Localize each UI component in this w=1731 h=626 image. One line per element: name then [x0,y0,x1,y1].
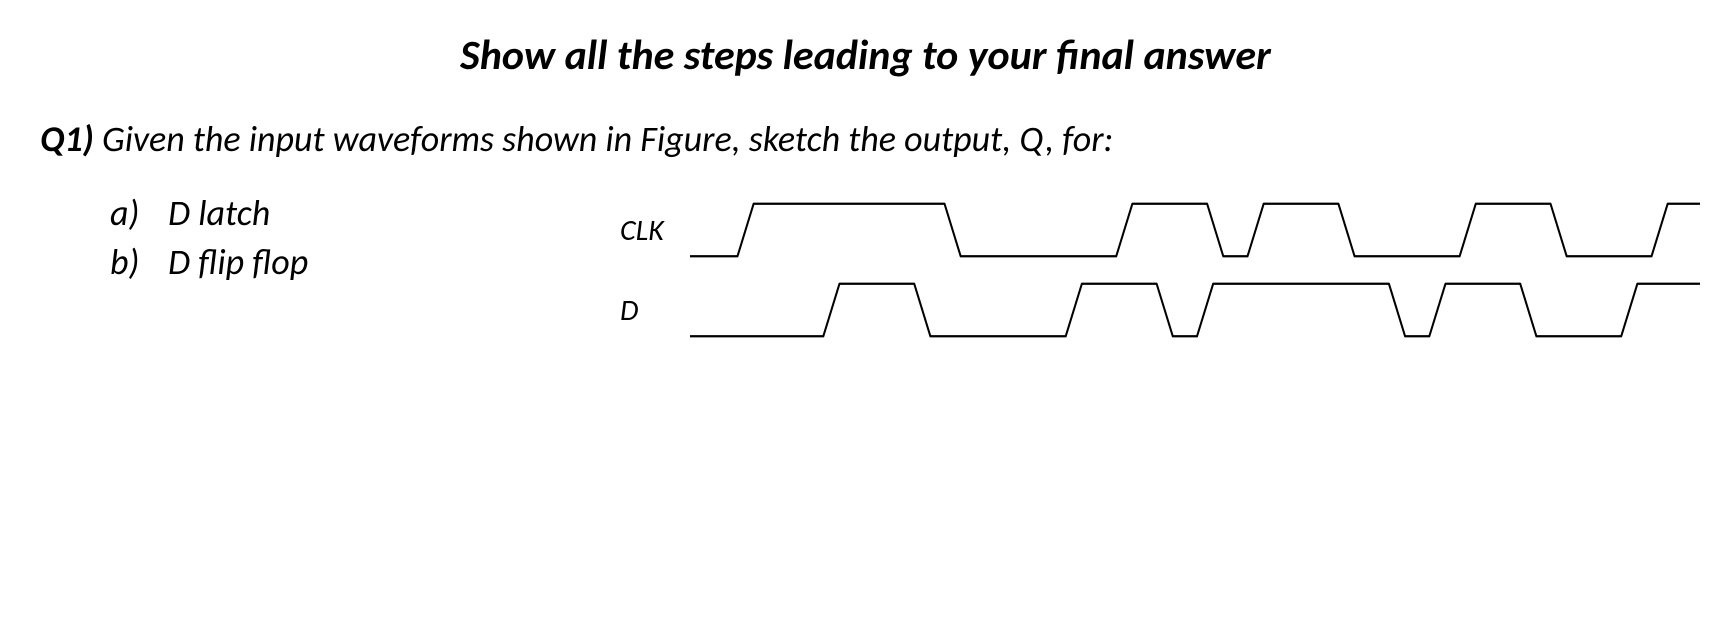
question-line: Q1) Given the input waveforms shown in F… [40,117,1691,161]
signal-waveform-d [690,270,1700,350]
option-a-text: D latch [168,189,270,238]
question-label: Q1) [40,117,94,161]
signal-row-clk: CLK [620,190,1700,270]
option-a-letter: a) [110,189,150,238]
page-title: Show all the steps leading to your final… [40,30,1691,81]
option-b-text: D flip flop [168,238,308,287]
signal-label-clk: CLK [620,212,690,249]
option-b-letter: b) [110,238,150,287]
page-root: Show all the steps leading to your final… [0,0,1731,626]
waveform-area: CLK D [620,190,1700,390]
signal-label-d: D [620,292,690,329]
signal-row-d: D [620,270,1700,350]
signal-waveform-clk [690,190,1700,270]
question-text: Given the input waveforms shown in Figur… [102,117,1113,161]
